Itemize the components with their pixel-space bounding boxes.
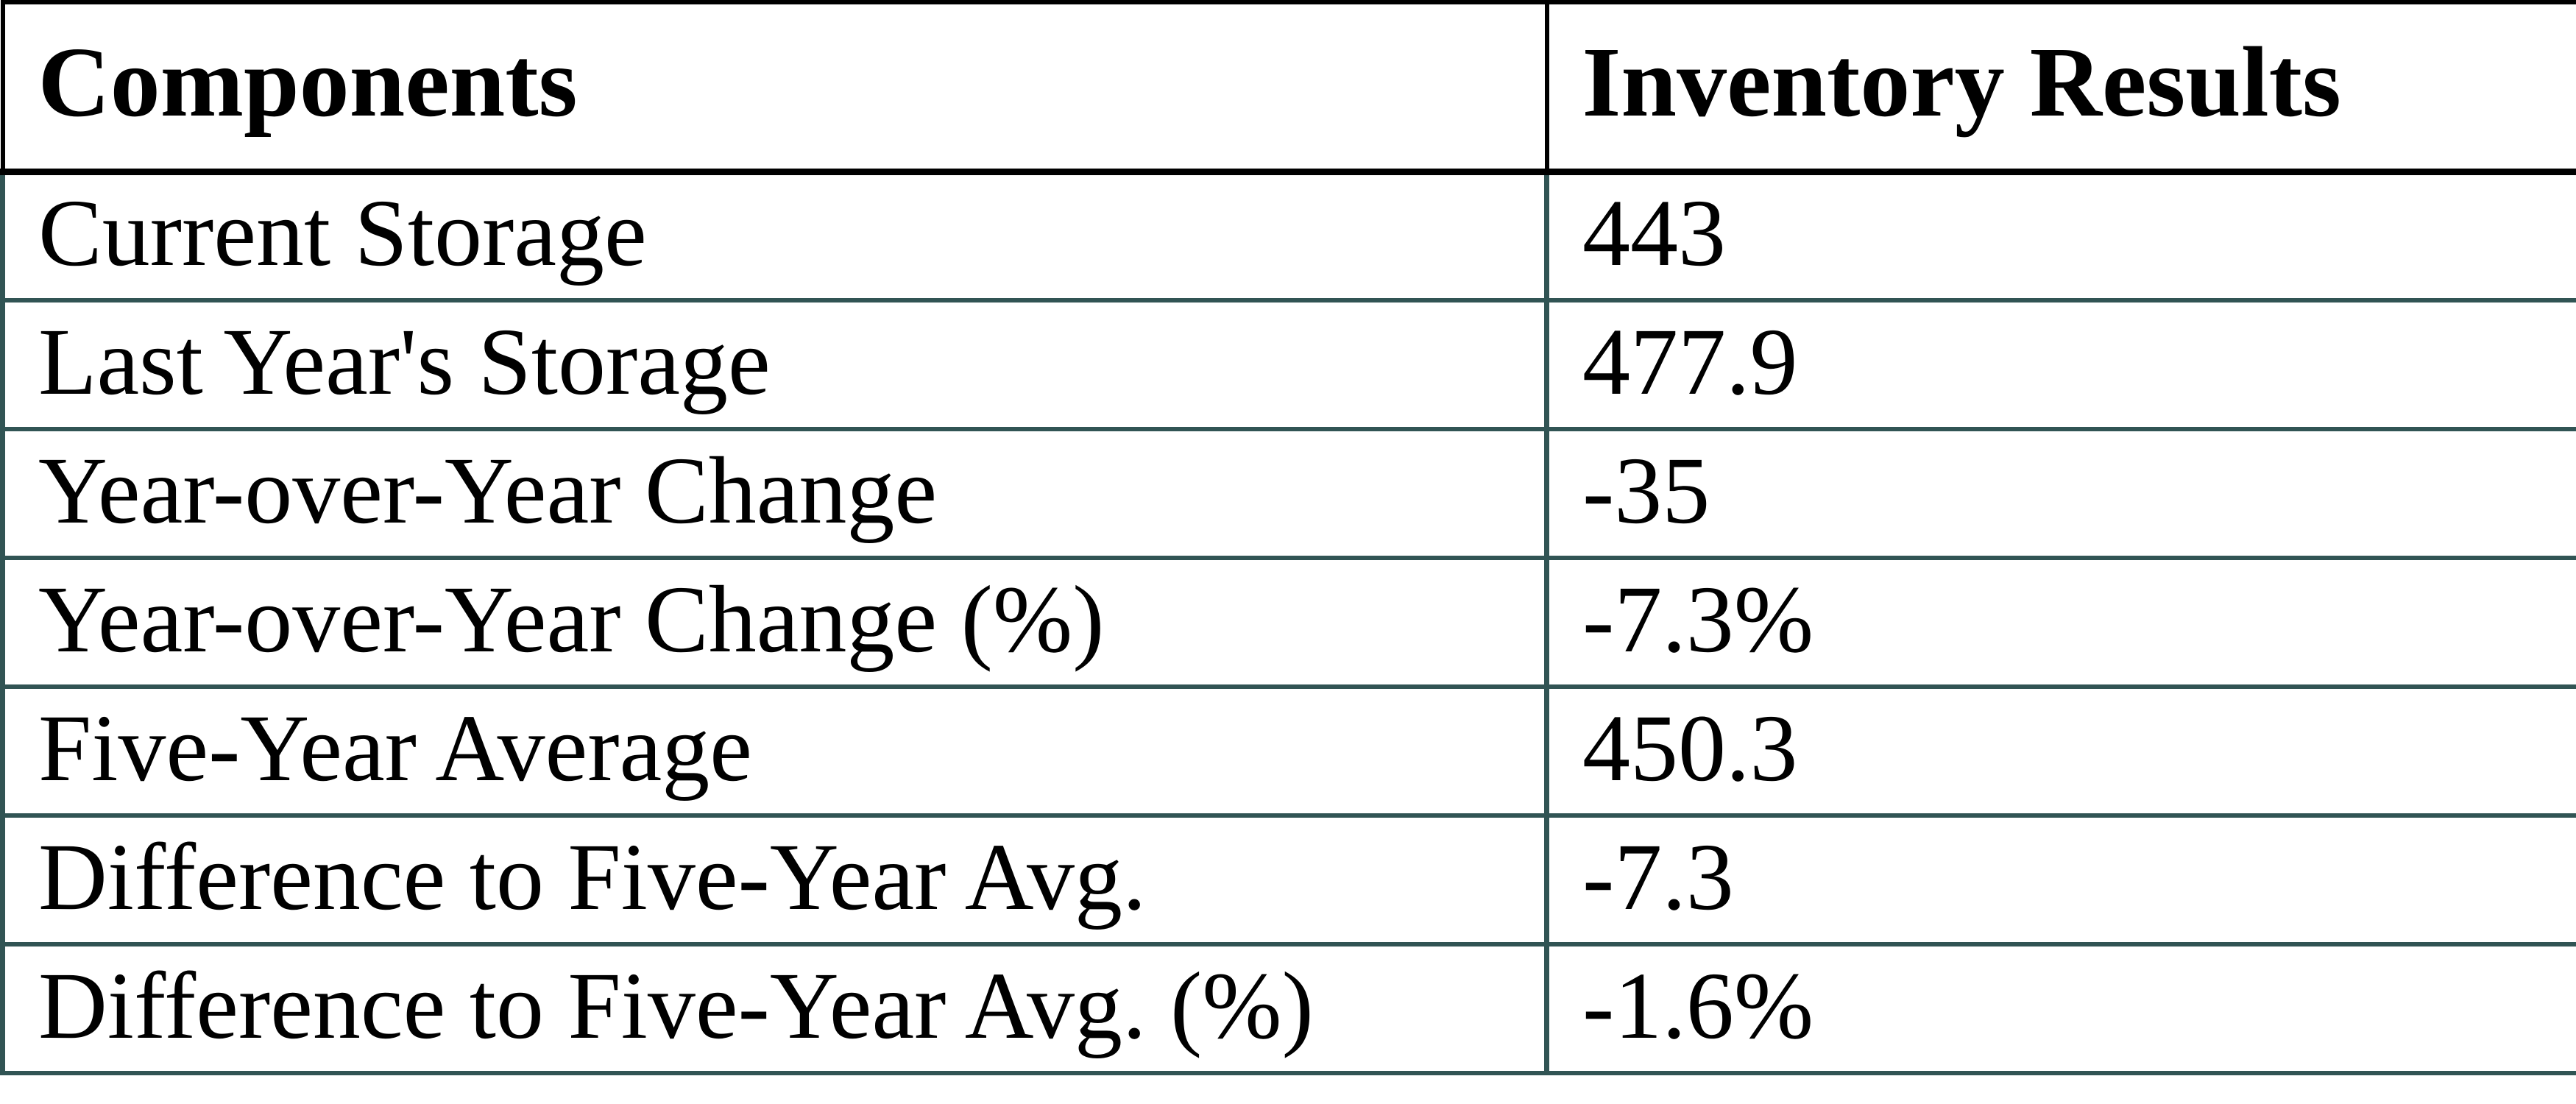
row-label-current-storage: Current Storage (0, 171, 1549, 302)
row-label-last-years-storage: Last Year's Storage (0, 300, 1549, 431)
table-row: Difference to Five-Year Avg. -7.3 (0, 815, 2576, 946)
table-row: Year-over-Year Change -35 (0, 429, 2576, 560)
inventory-results-column-header: Inventory Results (1546, 0, 2576, 175)
row-value-last-years-storage: 477.9 (1546, 300, 2576, 431)
header-row: Components Inventory Results (0, 0, 2576, 175)
row-value-diff-five-year-avg-pct: -1.6% (1546, 944, 2576, 1075)
components-column-header: Components (0, 0, 1549, 175)
table-row: Difference to Five-Year Avg. (%) -1.6% (0, 944, 2576, 1075)
row-value-yoy-change-pct: -7.3% (1546, 558, 2576, 689)
row-label-five-year-average: Five-Year Average (0, 687, 1549, 818)
row-label-diff-five-year-avg: Difference to Five-Year Avg. (0, 815, 1549, 946)
row-value-diff-five-year-avg: -7.3 (1546, 815, 2576, 946)
row-value-yoy-change: -35 (1546, 429, 2576, 560)
row-label-yoy-change-pct: Year-over-Year Change (%) (0, 558, 1549, 689)
table-row: Last Year's Storage 477.9 (0, 300, 2576, 431)
table-row: Five-Year Average 450.3 (0, 687, 2576, 818)
table-row: Current Storage 443 (0, 171, 2576, 302)
row-label-yoy-change: Year-over-Year Change (0, 429, 1549, 560)
row-value-current-storage: 443 (1546, 171, 2576, 302)
table-row: Year-over-Year Change (%) -7.3% (0, 558, 2576, 689)
row-value-five-year-average: 450.3 (1546, 687, 2576, 818)
inventory-table: Components Inventory Results Current Sto… (0, 0, 2576, 1075)
row-label-diff-five-year-avg-pct: Difference to Five-Year Avg. (%) (0, 944, 1549, 1075)
